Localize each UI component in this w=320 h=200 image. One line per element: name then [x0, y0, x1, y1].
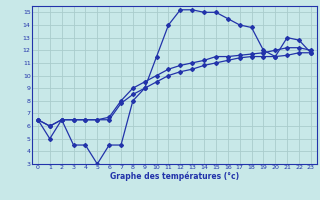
X-axis label: Graphe des températures (°c): Graphe des températures (°c): [110, 172, 239, 181]
